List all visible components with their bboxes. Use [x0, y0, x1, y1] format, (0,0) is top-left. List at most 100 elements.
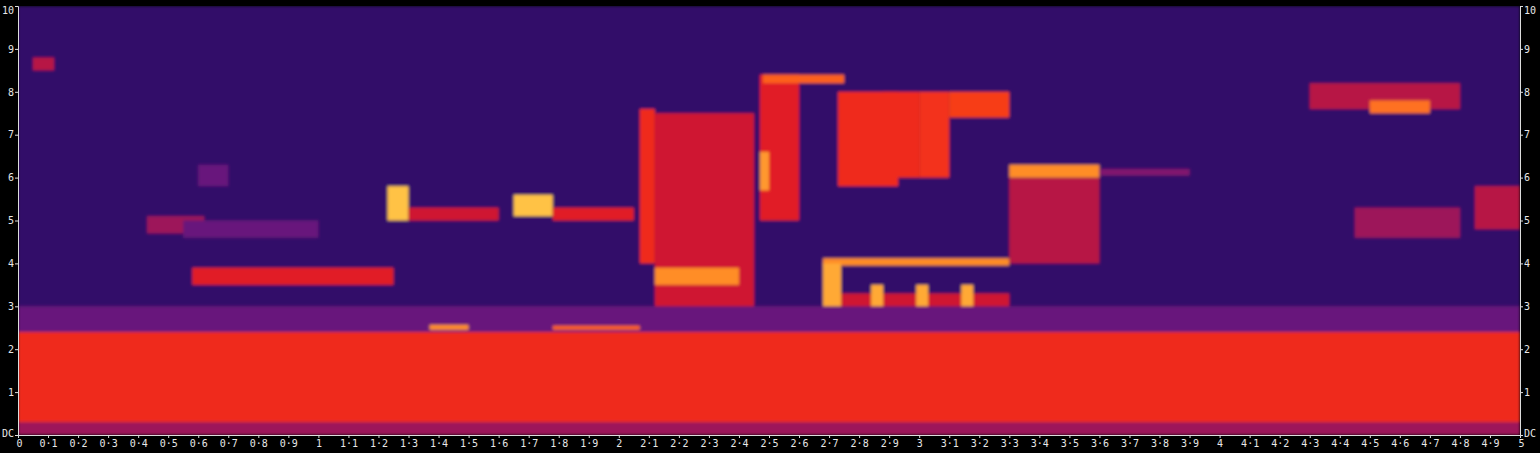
tick-mark — [15, 392, 18, 393]
tick: 4·9 — [1481, 435, 1499, 449]
tick-label: 3·2 — [971, 438, 989, 449]
axis: DC12345678910 — [2, 5, 19, 439]
tick: 5 — [1520, 215, 1530, 226]
tick-label: 6 — [8, 172, 14, 183]
spectral-segment — [760, 75, 799, 221]
tick: 4·2 — [1271, 435, 1289, 449]
tick: 10 — [1520, 5, 1536, 16]
tick: 1·5 — [460, 435, 478, 449]
tick: 2 — [8, 344, 18, 355]
tick-label: 4·9 — [1481, 438, 1499, 449]
tick: 9 — [1520, 44, 1530, 55]
spectrogram — [18, 6, 1520, 435]
tick: 2·7 — [821, 435, 839, 449]
tick-label: 1·4 — [430, 438, 448, 449]
tick-label: 4 — [1524, 258, 1530, 269]
spectral-segment — [430, 325, 469, 330]
spectral-segment — [387, 186, 408, 220]
tick: 3·9 — [1181, 435, 1199, 449]
tick-label: 2·6 — [791, 438, 809, 449]
tick: 0·7 — [220, 435, 238, 449]
tick: 1 — [8, 387, 18, 398]
tick-label: 1·3 — [400, 438, 418, 449]
tick-label: 1 — [1524, 387, 1530, 398]
tick-label: 4·2 — [1271, 438, 1289, 449]
spectral-segment — [183, 221, 318, 238]
spectral-segment — [18, 6, 1520, 435]
tick: 3·8 — [1151, 435, 1169, 449]
tick-label: 2·4 — [730, 438, 748, 449]
tick: 1·2 — [370, 435, 388, 449]
tick-label: 4·3 — [1301, 438, 1319, 449]
tick-label: 4 — [1217, 438, 1223, 449]
tick: 3 — [1520, 301, 1530, 312]
tick-label: 2 — [1524, 344, 1530, 355]
tick-label: 8 — [8, 87, 14, 98]
spectral-segment — [553, 208, 634, 221]
tick: 0 — [17, 435, 23, 449]
tick: 0·9 — [280, 435, 298, 449]
tick-mark — [1520, 92, 1523, 93]
axis-line — [1521, 7, 1524, 436]
tick: 0·5 — [160, 435, 178, 449]
spectral-segment — [18, 422, 1520, 435]
tick-label: 4·1 — [1241, 438, 1259, 449]
tick-label: 2 — [8, 344, 14, 355]
tick: 3·3 — [1001, 435, 1019, 449]
tick: 6 — [1520, 172, 1530, 183]
tick-label: 3·7 — [1121, 438, 1139, 449]
tick-mark — [1520, 49, 1523, 50]
tick-label: 1·2 — [370, 438, 388, 449]
tick-mark — [15, 49, 18, 50]
tick-mark — [1520, 178, 1523, 179]
tick-label: 4·7 — [1421, 438, 1439, 449]
tick-mark — [15, 6, 18, 7]
tick: 2·4 — [730, 435, 748, 449]
tick: 2·3 — [700, 435, 718, 449]
tick-label: 9 — [1524, 44, 1530, 55]
tick-label: 4·5 — [1361, 438, 1379, 449]
axis: DC12345678910 — [1520, 5, 1536, 439]
tick: 2·9 — [881, 435, 899, 449]
spectral-segment — [1475, 186, 1520, 229]
tick-label: 2·9 — [881, 438, 899, 449]
tick: 2·5 — [760, 435, 778, 449]
tick-label: 3·8 — [1151, 438, 1169, 449]
tick: 0·1 — [40, 435, 58, 449]
spectral-segment — [1099, 169, 1189, 175]
spectral-segment — [640, 109, 655, 263]
spectral-segment — [961, 285, 973, 306]
spectral-segment — [18, 306, 1520, 332]
spectral-segment — [553, 326, 640, 330]
tick: 4·6 — [1391, 435, 1409, 449]
tick-label: 5 — [8, 215, 14, 226]
tick: 4·5 — [1361, 435, 1379, 449]
tick: 1·8 — [550, 435, 568, 449]
tick-label: 5 — [1524, 215, 1530, 226]
tick: 8 — [8, 87, 18, 98]
tick-label: 9 — [8, 44, 14, 55]
spectral-segment — [919, 92, 949, 178]
tick: 3·7 — [1121, 435, 1139, 449]
spectral-segment — [916, 285, 928, 306]
spectral-segment — [823, 258, 1009, 265]
tick-mark — [1520, 6, 1523, 7]
tick: 1·3 — [400, 435, 418, 449]
tick-label: 2·7 — [821, 438, 839, 449]
tick-label: 1·6 — [490, 438, 508, 449]
tick: 0·6 — [190, 435, 208, 449]
tick: 1 — [1520, 387, 1530, 398]
tick: 1·9 — [580, 435, 598, 449]
spectral-segment — [655, 113, 754, 306]
tick: 0·8 — [250, 435, 268, 449]
spectral-segment — [514, 195, 553, 216]
plot: 00·10·20·30·40·50·60·70·80·911·11·21·31·… — [2, 5, 1536, 450]
tick: 4 — [1520, 258, 1530, 269]
tick: 3·6 — [1091, 435, 1109, 449]
tick: 1 — [316, 435, 322, 449]
spectral-segment — [823, 263, 841, 306]
spectral-segment — [760, 152, 769, 191]
tick-label: 2·3 — [700, 438, 718, 449]
tick-label: 0·4 — [130, 438, 148, 449]
tick-label: 1 — [8, 387, 14, 398]
